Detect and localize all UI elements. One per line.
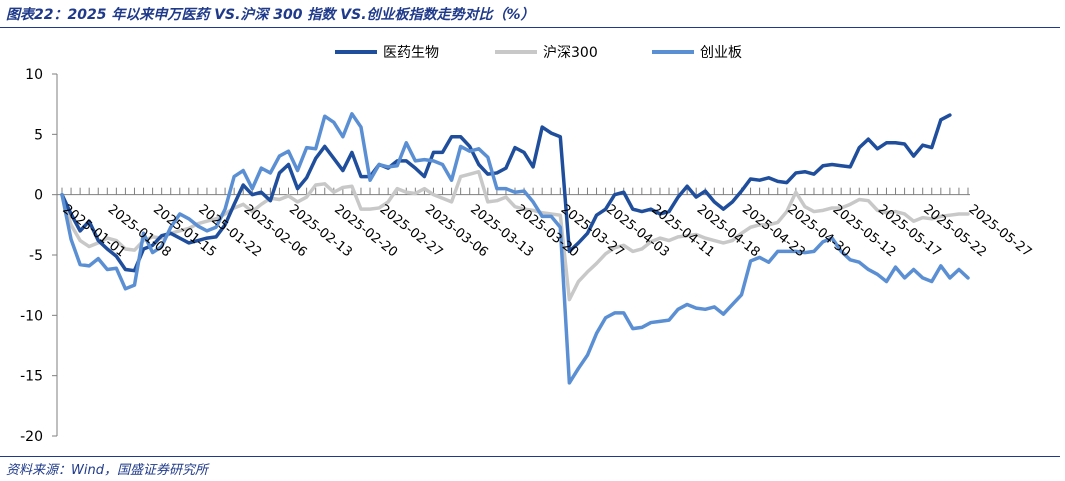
- legend-label-1: 医药生物: [383, 45, 439, 61]
- chart-title: 图表22：2025 年以来申万医药 VS.沪深 300 指数 VS.创业板指数走…: [6, 7, 535, 23]
- y-tick-label: -20: [20, 429, 43, 445]
- y-tick-label: -10: [20, 308, 43, 324]
- legend: 医药生物 沪深300 创业板: [335, 45, 742, 61]
- y-tick-label: 10: [25, 67, 43, 83]
- series-line-3: [60, 112, 970, 385]
- y-tick-label: 0: [34, 188, 43, 204]
- legend-label-3: 创业板: [700, 45, 742, 61]
- source-note: 资料来源：Wind，国盛证券研究所: [6, 463, 208, 478]
- y-tick-label: 5: [34, 127, 43, 143]
- legend-label-2: 沪深300: [543, 45, 598, 61]
- plot-area: [60, 112, 970, 385]
- y-tick-label: -5: [29, 248, 43, 264]
- series-line-2: [60, 169, 970, 302]
- axes: 10 5 0 -5 -10 -15 -20: [20, 67, 970, 445]
- y-tick-label: -15: [20, 369, 43, 385]
- series-line-1: [60, 113, 952, 273]
- bottom-rule: [0, 456, 1060, 457]
- top-rule: [0, 27, 1060, 28]
